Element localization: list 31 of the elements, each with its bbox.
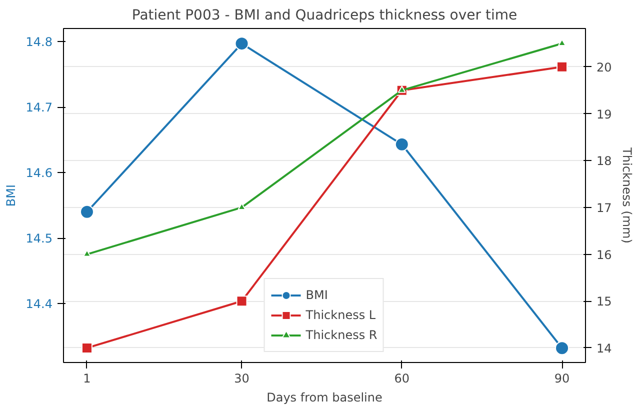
point (80, 204, 94, 219)
y-tick-label: 14.6 (26, 166, 52, 180)
y2-tick-label: 20 (596, 60, 612, 74)
point (556, 61, 568, 72)
y-tick-label: 14.7 (26, 100, 52, 115)
chart-title: Patient P003 - BMI and Quadriceps thickness over time (132, 8, 518, 24)
x-tick-label: 60 (394, 372, 410, 386)
legend-label: Thickness R (306, 328, 378, 342)
y-tick-label: 14.5 (26, 232, 52, 246)
point (398, 86, 406, 93)
y-tick-label: 14.4 (26, 297, 52, 312)
y2-tick-label: 16 (596, 248, 612, 262)
y2-tick-label: 14 (596, 341, 612, 356)
y-tick-label: 14.8 (26, 35, 52, 50)
point (234, 36, 249, 51)
x-tick-label: 90 (554, 372, 570, 386)
point (394, 137, 409, 152)
x-axis-title: Days from baseline (266, 390, 382, 404)
y-axis-title: BMI (4, 184, 18, 207)
y2-axis-title: Thickness (mm) (620, 146, 634, 244)
x-tick-label: 1 (83, 372, 91, 386)
y2-tick-label: 19 (596, 107, 612, 122)
point (81, 342, 92, 354)
legend-label: Thickness L (306, 308, 376, 322)
legend-label: BMI (306, 288, 328, 302)
point (555, 341, 570, 356)
y2-tick-label: 17 (596, 200, 612, 215)
y2-tick-label: 18 (596, 154, 612, 168)
y2-tick-label: 15 (596, 294, 612, 309)
x-tick-label: 30 (234, 372, 250, 386)
point (236, 296, 248, 307)
